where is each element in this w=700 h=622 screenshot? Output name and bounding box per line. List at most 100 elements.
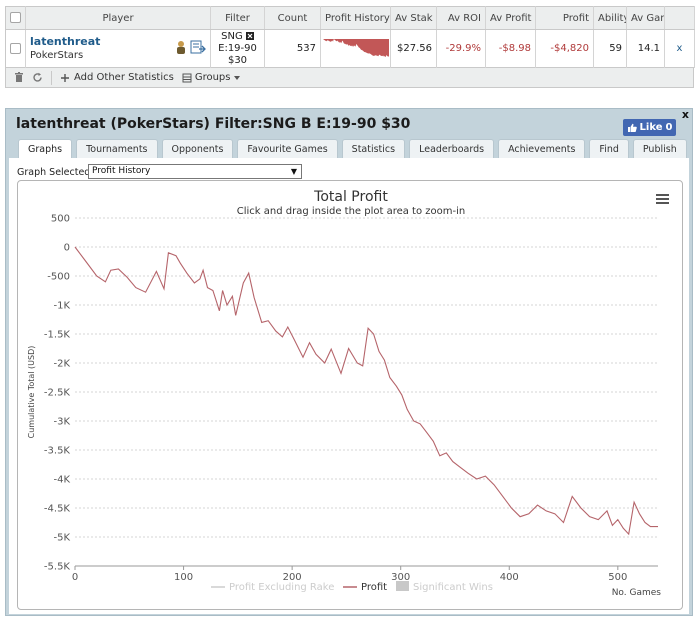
export-icon[interactable] [190, 40, 206, 54]
player-panel: latenthreat (PokerStars) Filter:SNG B E:… [5, 108, 693, 616]
chart-menu-icon-bar[interactable] [656, 202, 669, 204]
dropdown-arrow-icon: ▼ [290, 167, 297, 176]
y-tick-label: -3K [53, 417, 70, 428]
player-site: PokerStars [30, 49, 84, 61]
tab-favourite-games[interactable]: Favourite Games [237, 139, 338, 158]
player-avatar-icon [177, 41, 185, 54]
y-tick-label: -1.5K [44, 330, 71, 341]
select-all-checkbox[interactable] [10, 12, 21, 24]
series-line-profit[interactable] [74, 246, 658, 536]
count-cell: 537 [264, 29, 321, 68]
y-axis-label: Cumulative Total (USD) [27, 346, 36, 439]
stats-table: Player Filter Count Profit History Av St… [5, 6, 695, 68]
header-av-stake[interactable]: Av Stak [390, 6, 437, 30]
groups-button[interactable]: Groups [182, 72, 242, 83]
x-tick-label: 200 [283, 572, 302, 583]
chevron-down-icon [234, 75, 241, 80]
facebook-like-button[interactable]: Like 0 [623, 119, 676, 136]
x-tick-label: 400 [500, 572, 519, 583]
tab-find[interactable]: Find [589, 139, 629, 158]
header-profit[interactable]: Profit [535, 6, 594, 30]
sparkline-area [323, 38, 389, 57]
header-player[interactable]: Player [25, 6, 211, 30]
legend-marker-significant[interactable] [396, 581, 409, 591]
like-count: 0 [665, 122, 673, 133]
chart-menu-icon-bar[interactable] [656, 194, 669, 196]
row-checkbox[interactable] [10, 42, 21, 54]
av-roi-cell: -29.9% [436, 29, 486, 68]
filter-cell: SNG E:19-90 $30 [210, 29, 265, 68]
close-panel-button[interactable]: x [681, 108, 689, 121]
thumbs-up-icon [627, 123, 637, 132]
tab-graphs[interactable]: Graphs [18, 139, 73, 159]
y-tick-label: -5K [53, 533, 70, 544]
ability-cell: 59 [593, 29, 627, 68]
av-stake-cell: $27.56 [390, 29, 437, 68]
table-row: latenthreat PokerStars [5, 29, 695, 68]
chart-frame: Total Profit Click and drag inside the pl… [17, 180, 683, 610]
refresh-button[interactable] [32, 72, 43, 83]
profit-history-cell [320, 29, 391, 68]
header-filter[interactable]: Filter [210, 6, 265, 30]
legend-profit[interactable]: Profit [361, 582, 387, 593]
trash-icon [15, 72, 23, 82]
groups-label: Groups [194, 72, 231, 83]
legend-significant-wins[interactable]: Significant Wins [413, 582, 493, 593]
header-av-game[interactable]: Av Game [626, 6, 665, 30]
graph-select-dropdown[interactable]: Profit History ▼ [88, 164, 302, 179]
tab-statistics[interactable]: Statistics [341, 139, 406, 158]
tab-publish[interactable]: Publish [632, 139, 687, 158]
chart-subtitle: Click and drag inside the plot area to z… [237, 206, 465, 217]
filter-entry: E:19-90 [218, 42, 257, 54]
groups-icon [182, 73, 192, 82]
add-stats-button[interactable]: Add Other Statistics [60, 72, 174, 83]
player-cell: latenthreat PokerStars [25, 29, 211, 68]
y-tick-label: -3.5K [44, 446, 71, 457]
graph-select-label: Graph Selected: [17, 167, 94, 178]
filter-stake: $30 [227, 54, 248, 66]
player-name-link[interactable]: latenthreat [30, 34, 101, 48]
tab-tournaments[interactable]: Tournaments [76, 139, 158, 158]
table-toolbar: Add Other Statistics Groups [5, 68, 694, 88]
av-game-cell: 14.1 [626, 29, 665, 68]
panel-tabs: Graphs Tournaments Opponents Favourite G… [18, 139, 691, 159]
player-icons [175, 40, 206, 54]
header-ability[interactable]: Ability [593, 6, 627, 30]
av-profit-cell: -$8.98 [485, 29, 536, 68]
x-tick-label: 500 [608, 572, 627, 583]
y-tick-label: -500 [47, 272, 70, 283]
filter-type: SNG [221, 30, 243, 42]
y-tick-label: 0 [64, 243, 70, 254]
graph-select-value: Profit History [92, 166, 151, 176]
profit-sparkline [323, 38, 389, 57]
delete-button[interactable] [14, 72, 24, 83]
header-av-roi[interactable]: Av ROI [436, 6, 486, 30]
add-stats-label: Add Other Statistics [74, 72, 174, 83]
chart-menu-icon-bar[interactable] [656, 198, 669, 200]
graphs-tab-content: Graph Selected: Profit History ▼ Total P… [9, 158, 689, 614]
panel-title: latenthreat (PokerStars) Filter:SNG B E:… [16, 116, 411, 132]
like-label: Like [639, 122, 663, 133]
y-tick-label: -4.5K [44, 504, 71, 515]
filter-remove-icon[interactable] [245, 31, 254, 40]
header-av-profit[interactable]: Av Profit [485, 6, 536, 30]
y-tick-label: -2K [53, 359, 70, 370]
toolbar-divider [51, 70, 52, 85]
legend-excl-rake[interactable]: Profit Excluding Rake [229, 582, 334, 593]
tab-opponents[interactable]: Opponents [161, 139, 234, 158]
header-profit-history[interactable]: Profit History [320, 6, 391, 30]
tab-leaderboards[interactable]: Leaderboards [409, 139, 495, 158]
header-spacer [664, 6, 695, 30]
x-tick-label: 100 [174, 572, 193, 583]
select-all-header [5, 6, 26, 30]
x-tick-label: 300 [391, 572, 410, 583]
refresh-icon [33, 72, 42, 82]
row-select-cell [5, 29, 26, 68]
y-tick-label: -5.5K [44, 562, 71, 573]
remove-row-button[interactable]: x [664, 29, 695, 68]
tab-achievements[interactable]: Achievements [498, 139, 586, 158]
y-tick-label: -2.5K [44, 388, 71, 399]
x-tick-label: 0 [72, 572, 78, 583]
header-count[interactable]: Count [264, 6, 321, 30]
